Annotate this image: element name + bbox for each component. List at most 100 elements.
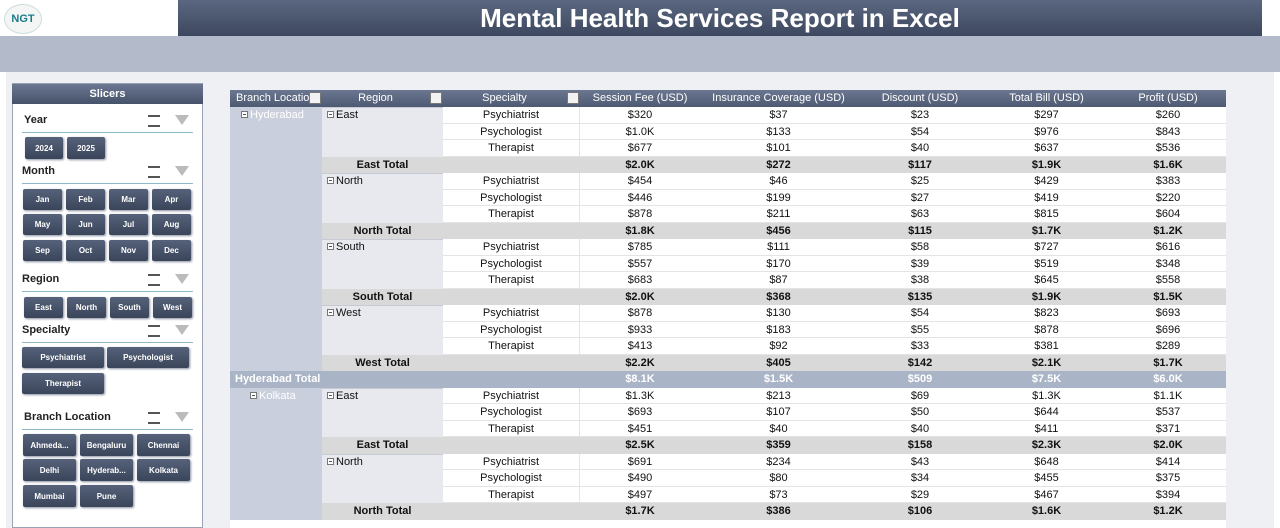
slicer-button[interactable]: Mumbai [23,485,76,507]
region-block [322,453,443,503]
row-line [443,271,1226,272]
slicer-button[interactable]: Jul [109,214,148,235]
specialty-cell: Psychologist [443,470,580,487]
multi-select-icon[interactable] [148,412,160,424]
row-line [443,205,1226,206]
slicer-button[interactable]: 2025 [67,137,105,159]
total-label: West Total [355,356,410,369]
column-header: Specialty [482,92,527,104]
slicer-button[interactable]: Chennai [137,434,190,456]
slicer-button[interactable]: Bengaluru [80,434,133,456]
slicer-button[interactable]: Dec [152,240,191,261]
slicer-button[interactable]: Jun [66,214,105,235]
collapse-toggle[interactable] [327,309,334,316]
filter-dropdown[interactable] [430,92,442,104]
value-cell: $2.0K [1153,439,1183,451]
clear-filter-icon[interactable] [175,325,189,335]
value-cell: $8.1K [625,373,655,385]
collapse-toggle[interactable] [327,111,334,118]
value-cell: $648 [1034,455,1059,468]
slicer-button[interactable]: South [110,297,149,318]
value-cell: $557 [627,257,653,270]
slicer-button[interactable]: Mar [109,189,148,210]
collapse-toggle[interactable] [327,391,334,399]
slicer-title: Slicers [12,84,203,104]
row-line [443,502,1226,503]
slicer-button[interactable]: Delhi [23,459,76,481]
collapse-toggle[interactable] [250,391,257,399]
value-cell: $34 [910,472,930,484]
value-cell: $509 [907,373,933,385]
value-cell: $359 [766,439,791,451]
row-line [443,403,1226,404]
collapse-toggle[interactable] [327,243,334,250]
value-cell: $490 [627,472,653,484]
slicer-button[interactable]: North [67,297,106,318]
collapse-toggle[interactable] [327,177,334,184]
specialty-cell: Psychiatrist [443,387,580,404]
slicer-button[interactable]: Oct [66,240,105,261]
multi-select-icon[interactable] [148,325,160,337]
slicer-button[interactable]: Therapist [22,373,104,394]
multi-select-icon[interactable] [148,274,160,286]
value-cell: $170 [766,257,791,270]
filter-dropdown[interactable] [567,92,579,104]
slicer-button[interactable]: Apr [152,189,191,210]
slicer-label: Specialty [22,324,71,336]
value-cell: $446 [627,191,653,204]
slicer-button[interactable]: May [23,214,62,235]
slicer-button[interactable]: 2024 [25,137,63,159]
value-cell: $80 [769,472,788,484]
value-cell: $58 [910,241,930,253]
slicer-button[interactable]: Nov [109,240,148,261]
slicer-button[interactable]: Sep [23,240,62,261]
value-cell: $29 [910,488,930,501]
slicer-button[interactable]: Hyderab... [80,459,133,481]
clear-filter-icon[interactable] [175,166,189,176]
slicer-button[interactable]: Jan [23,189,62,210]
value-cell: $368 [766,290,791,303]
slicer-button[interactable]: Kolkata [137,459,190,481]
row-line [443,139,1226,140]
slicer-button[interactable]: Psychologist [107,347,189,368]
value-cell: $604 [1155,208,1181,220]
value-cell: $101 [766,142,791,154]
value-cell: $451 [627,422,653,435]
specialty-cell: Therapist [443,140,580,157]
slicer-button[interactable]: Ahmeda... [23,434,76,456]
value-cell: $497 [627,488,653,501]
clear-filter-icon[interactable] [175,115,189,125]
slicer-button[interactable]: Pune [80,485,133,507]
column-header: Total Bill (USD) [1009,92,1084,104]
total-label: North Total [353,224,412,237]
slicer-button[interactable]: West [153,297,192,318]
collapse-toggle[interactable] [327,457,334,465]
clear-filter-icon[interactable] [175,412,189,422]
value-cell: $260 [1155,109,1181,121]
value-cell: $1.7K [1153,356,1183,369]
slicer-button[interactable]: Aug [152,214,191,235]
row-line [443,188,1226,190]
slicer-label: Month [22,165,55,177]
row-line [443,337,1226,338]
value-cell: $117 [908,158,932,171]
total-row [322,222,1226,239]
value-cell: $25 [910,175,930,187]
value-cell: $696 [1155,323,1181,336]
specialty-cell: Psychiatrist [443,107,580,124]
value-cell: $843 [1155,125,1181,138]
multi-select-icon[interactable] [148,166,160,178]
value-cell: $1.3K [1032,389,1061,402]
value-cell: $467 [1034,488,1059,501]
column-header: Session Fee (USD) [592,92,688,104]
clear-filter-icon[interactable] [175,274,189,284]
value-cell: $54 [910,125,930,138]
collapse-toggle[interactable] [241,111,248,118]
value-cell: $519 [1034,257,1059,270]
slicer-button[interactable]: East [24,297,63,318]
value-cell: $2.2K [625,356,655,369]
multi-select-icon[interactable] [148,115,160,127]
slicer-button[interactable]: Feb [66,189,105,210]
slicer-button[interactable]: Psychiatrist [22,347,104,368]
filter-dropdown[interactable] [309,92,321,104]
